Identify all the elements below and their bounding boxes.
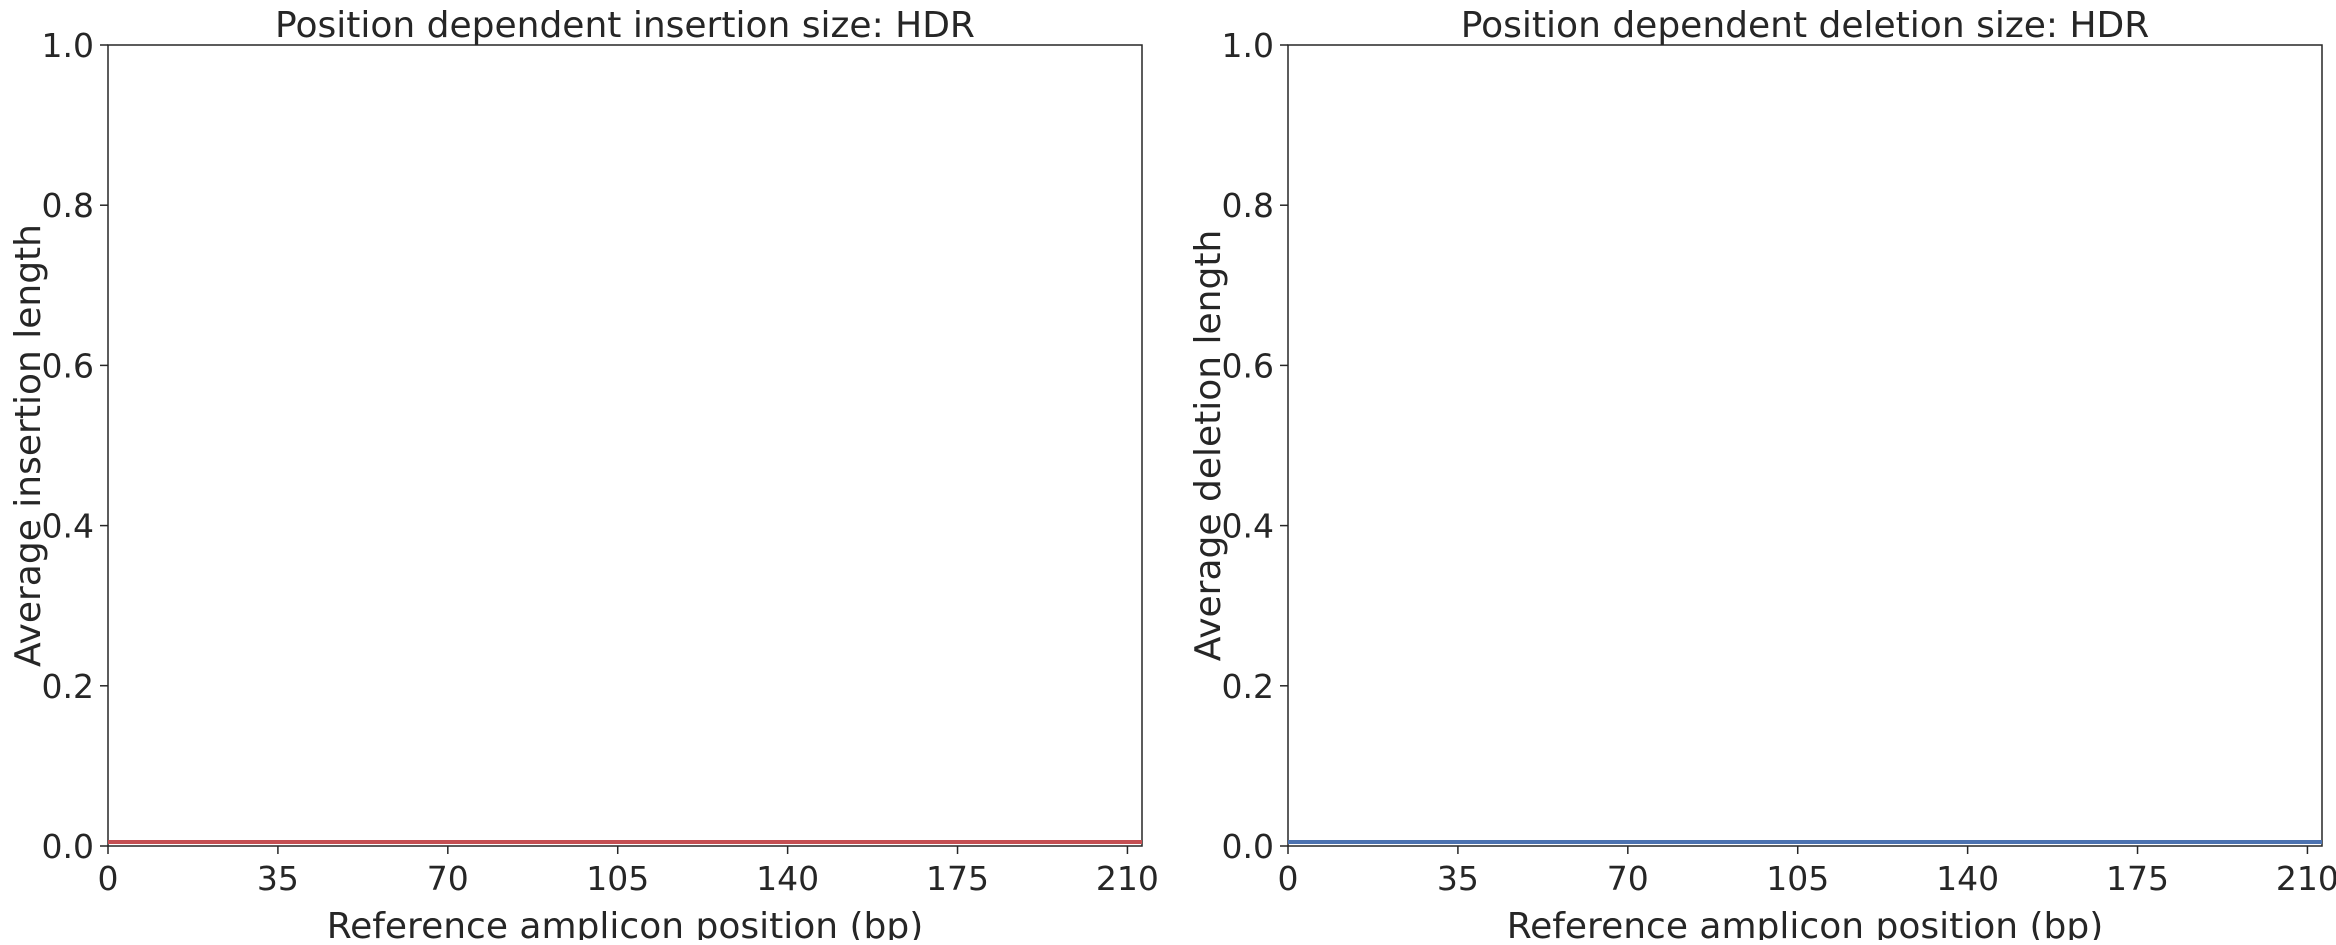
x-tick-label: 140 bbox=[1936, 859, 1999, 898]
y-tick-label: 0.8 bbox=[42, 186, 94, 225]
y-tick-label: 0.6 bbox=[1222, 346, 1274, 385]
chart-panel-2: 0.0 0.2 0.4 0.6 0.8 1.0 0 35 70 105 140 175 210 Posit… bbox=[1188, 5, 2336, 945]
x-tick-label: 105 bbox=[586, 859, 649, 898]
x-tick-label: 0 bbox=[1278, 859, 1299, 898]
x-tick-label: 0 bbox=[98, 859, 119, 898]
x-tick-label: 175 bbox=[926, 859, 989, 898]
y-tick-label: 1.0 bbox=[42, 26, 94, 65]
x-tick-label: 175 bbox=[2106, 859, 2169, 898]
y-tick-label: 0.2 bbox=[1222, 667, 1274, 706]
y-tick-label: 0.6 bbox=[42, 346, 94, 385]
x-tick-label: 70 bbox=[427, 859, 469, 898]
chart-panel-1: 0.0 0.2 0.4 0.6 0.8 1.0 0 35 70 105 140 175 210 Posit… bbox=[8, 5, 1159, 945]
y-tick-label: 0.4 bbox=[42, 507, 94, 546]
y-tick-label: 0.4 bbox=[1222, 507, 1274, 546]
plot-frame bbox=[107, 44, 1143, 847]
x-tick-label: 140 bbox=[756, 859, 819, 898]
y-tick-label: 0.0 bbox=[42, 827, 94, 866]
y-tick-label: 0.0 bbox=[1222, 827, 1274, 866]
x-tick-label: 210 bbox=[1096, 859, 1159, 898]
y-tick-label: 0.2 bbox=[42, 667, 94, 706]
y-tick-label: 0.8 bbox=[1222, 186, 1274, 225]
chart-title: Position dependent deletion size: HDR bbox=[1461, 5, 2150, 46]
x-tick-label: 70 bbox=[1607, 859, 1649, 898]
x-tick-label: 35 bbox=[1437, 859, 1479, 898]
x-tick-label: 210 bbox=[2276, 859, 2336, 898]
y-tick-label: 1.0 bbox=[1222, 26, 1274, 65]
plot-frame bbox=[1287, 44, 2323, 847]
chart-title: Position dependent insertion size: HDR bbox=[275, 5, 975, 46]
x-axis-label: Reference amplicon position (bp) bbox=[327, 906, 924, 940]
x-tick-label: 35 bbox=[257, 859, 299, 898]
x-axis-label: Reference amplicon position (bp) bbox=[1507, 906, 2104, 940]
x-tick-label: 105 bbox=[1766, 859, 1829, 898]
y-axis-label: Average deletion length bbox=[1188, 230, 1229, 662]
y-axis-label: Average insertion length bbox=[8, 224, 49, 667]
